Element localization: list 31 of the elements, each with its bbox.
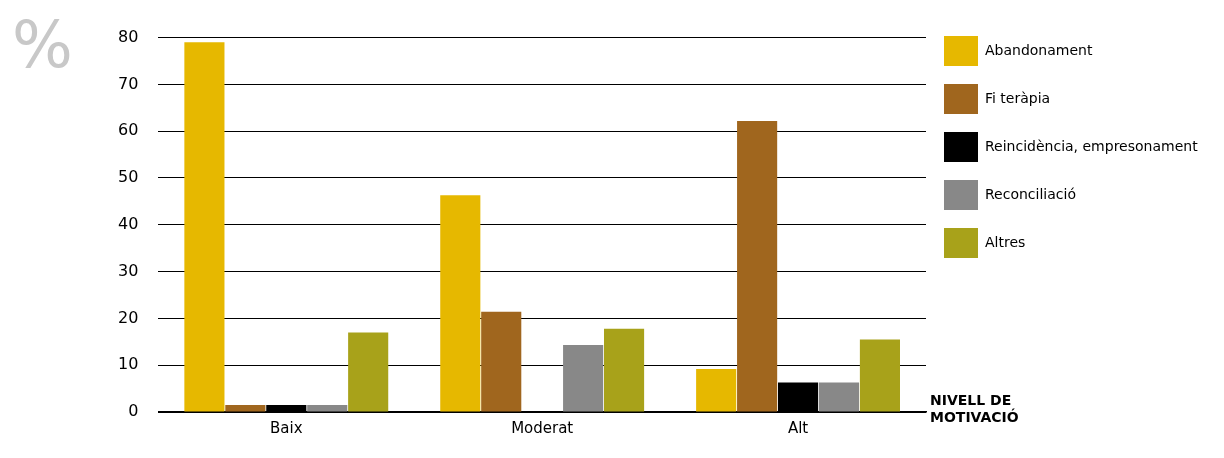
x-tick-label: Baix	[270, 418, 303, 437]
legend-label: Reincidència, empresonament	[985, 137, 1199, 154]
y-axis-title: %	[12, 8, 73, 82]
x-tick-label: Moderat	[511, 418, 574, 437]
y-tick-label: 50	[118, 167, 139, 187]
x-axis-title: NIVELL DE MOTIVACIÓ	[930, 392, 1020, 426]
bar	[307, 404, 348, 412]
bar	[440, 195, 481, 412]
bar	[348, 332, 389, 412]
bar	[696, 368, 737, 412]
y-tick-label: 70	[118, 73, 139, 93]
legend-label: Fi teràpia	[985, 89, 1051, 106]
y-tick-label: 80	[118, 26, 139, 46]
y-tick-label: 0	[128, 401, 139, 421]
y-tick-label: 10	[118, 354, 139, 374]
bar	[225, 404, 266, 412]
bar	[604, 328, 645, 412]
x-tick-label: Alt	[787, 418, 809, 437]
y-tick-label: 60	[118, 120, 139, 140]
legend-label: Altres	[985, 233, 1026, 250]
bar	[818, 382, 860, 412]
y-tick-label: 40	[118, 213, 139, 233]
y-tick-label: 30	[118, 260, 139, 280]
y-tick-label: 20	[118, 307, 139, 327]
legend-label: Reconciliació	[985, 185, 1076, 202]
bar	[481, 311, 522, 412]
bar	[859, 339, 900, 412]
bar	[184, 42, 225, 412]
legend-label: Abandonament	[985, 41, 1093, 58]
bar	[563, 345, 604, 412]
bar	[737, 120, 778, 412]
